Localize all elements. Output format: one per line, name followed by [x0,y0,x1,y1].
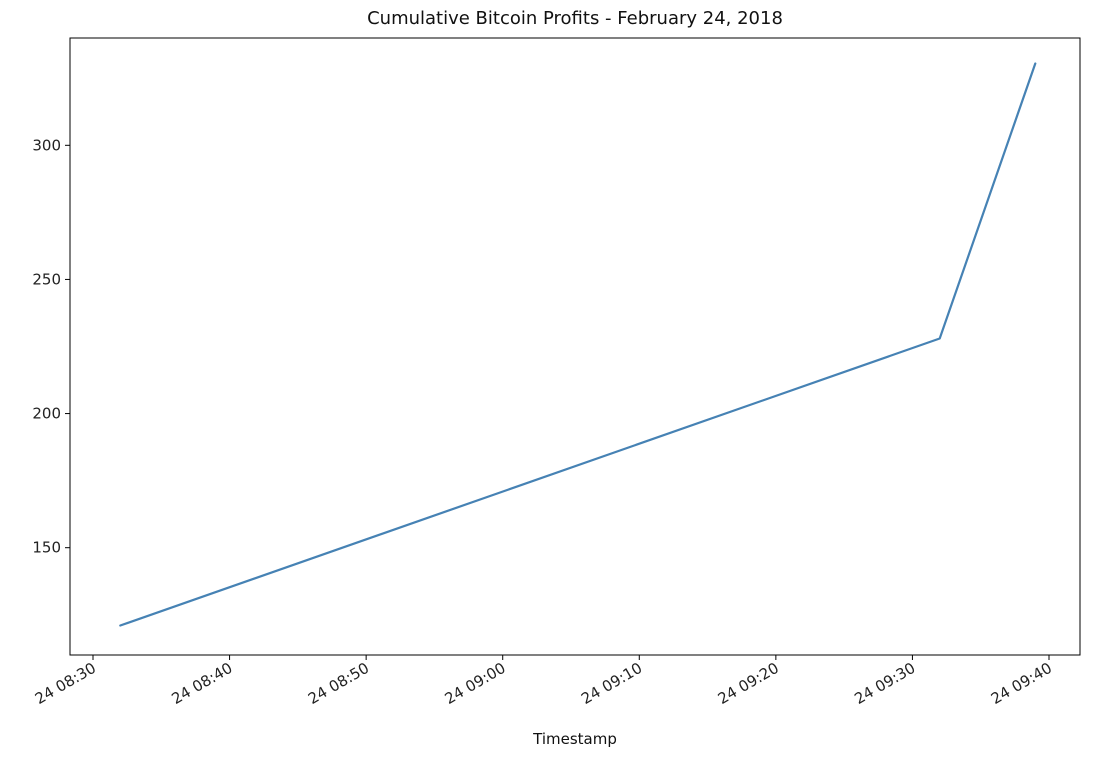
x-tick-label: 24 09:40 [988,659,1055,708]
x-tick-label: 24 08:40 [168,659,235,708]
y-tick-label: 200 [32,405,61,423]
plot-frame [69,37,1081,656]
x-tick-label: 24 08:50 [305,659,372,708]
series-line-0 [119,62,1037,627]
x-tick-label: 24 09:00 [442,659,509,708]
x-tick-label: 24 09:30 [851,659,918,708]
series-layer [119,62,1037,627]
y-axis: 150 200 250 300 [32,136,70,557]
x-tick-label: 24 09:20 [715,659,782,708]
y-tick-label: 250 [32,270,61,288]
x-tick-label: 24 09:10 [578,659,645,708]
x-axis-label: Timestamp [532,730,617,748]
x-axis: 24 08:30 24 08:40 24 08:50 24 09:00 24 09:10… [32,655,1055,708]
y-tick-label: 150 [32,539,61,557]
chart-title: Cumulative Bitcoin Profits - February 24… [367,8,783,29]
y-tick-label: 300 [32,136,61,154]
x-tick-label: 24 08:30 [32,659,99,708]
